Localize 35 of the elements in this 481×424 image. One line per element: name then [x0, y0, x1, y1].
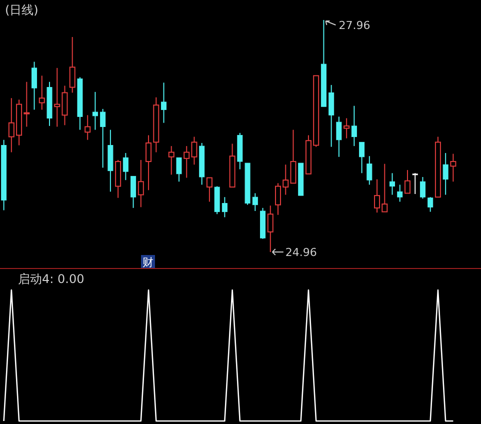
candlestick — [168, 146, 174, 176]
candlestick — [32, 61, 38, 110]
candlestick — [138, 159, 144, 208]
candlestick — [252, 192, 258, 212]
candlestick — [420, 176, 426, 200]
candlestick — [336, 116, 342, 158]
candlestick — [222, 196, 228, 218]
candlestick — [206, 177, 212, 202]
candlestick — [100, 108, 106, 168]
candlestick — [38, 75, 45, 110]
candlestick — [351, 105, 357, 147]
annotation: 24.96 — [285, 246, 317, 259]
candlestick — [267, 205, 274, 252]
candlestick — [397, 184, 403, 202]
annotation: 27.96 — [338, 19, 370, 32]
candlestick — [146, 134, 152, 191]
candlestick — [359, 142, 365, 174]
candlestick — [428, 196, 434, 212]
candlestick — [122, 152, 128, 181]
candlestick — [412, 172, 418, 194]
chart-title: 启动4: 0.00 — [18, 272, 84, 286]
candlestick — [69, 36, 76, 94]
candlestick — [366, 156, 372, 186]
candlestick — [404, 170, 410, 194]
candlestick — [390, 172, 396, 196]
candlestick — [450, 153, 456, 182]
candlestick — [161, 82, 167, 124]
candlestick — [442, 152, 448, 196]
candlestick — [344, 118, 350, 139]
candlestick — [130, 176, 136, 208]
chart-title: (日线) — [5, 3, 38, 17]
candlestick — [176, 157, 182, 182]
candlestick — [92, 91, 98, 130]
candlestick — [328, 84, 334, 148]
candlestick — [84, 114, 91, 140]
